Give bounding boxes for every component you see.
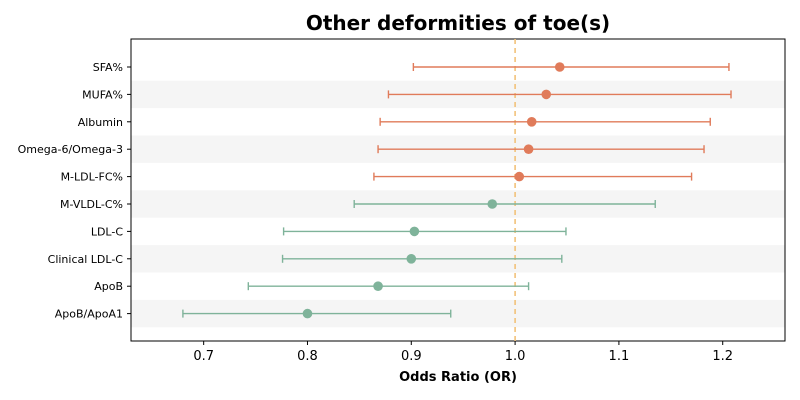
point-estimate <box>554 62 565 72</box>
point-estimate <box>409 226 420 237</box>
x-tick-label: 0.7 <box>193 349 214 364</box>
x-axis: 0.7 0.8 0.9 1.0 1.1 1.2 <box>193 341 733 364</box>
data-marks <box>182 62 732 319</box>
point-estimate <box>523 144 534 154</box>
y-tick-label: Albumin <box>78 116 123 129</box>
point-estimate <box>406 253 417 264</box>
y-tick-label: ApoB <box>94 280 123 293</box>
y-tick-label: MUFA% <box>82 88 123 101</box>
point-estimate <box>302 308 313 319</box>
x-tick-label: 1.2 <box>712 349 733 364</box>
point-estimate <box>487 199 498 209</box>
chart-title: Other deformities of toe(s) <box>306 11 610 35</box>
y-tick-label: M-VLDL-C% <box>60 198 123 211</box>
x-tick-label: 1.0 <box>505 349 526 364</box>
point-estimate <box>373 281 383 292</box>
y-tick-label: LDL-C <box>91 225 124 238</box>
y-tick-label: Omega-6/Omega-3 <box>18 143 123 156</box>
plot-area <box>130 38 786 342</box>
x-axis-label: Odds Ratio (OR) <box>399 370 517 385</box>
y-tick-label: M-LDL-FC% <box>61 171 123 184</box>
y-tick-label: ApoB/ApoA1 <box>55 308 123 321</box>
y-tick-label: Clinical LDL-C <box>48 253 124 266</box>
y-axis: SFA% MUFA% Albumin Omega-6/Omega-3 M-LDL-FC%… <box>18 61 131 321</box>
point-estimate <box>514 171 525 182</box>
point-estimate <box>541 89 552 100</box>
x-tick-label: 0.9 <box>401 349 422 364</box>
y-tick-label: SFA% <box>93 61 123 74</box>
point-estimate <box>526 117 537 127</box>
x-tick-label: 1.1 <box>609 349 630 364</box>
x-tick-label: 0.8 <box>297 349 318 364</box>
